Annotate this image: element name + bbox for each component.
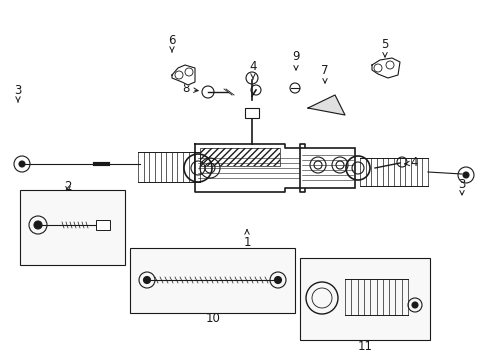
Circle shape xyxy=(34,221,42,229)
Text: 11: 11 xyxy=(357,339,372,352)
Circle shape xyxy=(462,172,468,178)
Text: 12: 12 xyxy=(380,271,411,298)
Text: 4: 4 xyxy=(249,60,256,79)
Text: 3: 3 xyxy=(14,84,21,102)
Circle shape xyxy=(143,276,150,284)
Text: 8: 8 xyxy=(182,81,189,94)
Bar xyxy=(244,108,259,118)
Bar xyxy=(200,148,280,166)
Bar xyxy=(130,248,294,313)
Text: 4: 4 xyxy=(404,157,417,170)
Text: 10: 10 xyxy=(205,311,220,324)
Bar xyxy=(299,258,429,340)
Text: 6: 6 xyxy=(168,33,175,52)
Circle shape xyxy=(411,302,417,308)
Circle shape xyxy=(19,161,25,167)
Polygon shape xyxy=(307,95,345,115)
Circle shape xyxy=(274,276,281,284)
Text: 9: 9 xyxy=(292,50,299,70)
Text: 1: 1 xyxy=(243,230,250,248)
Bar xyxy=(96,220,110,230)
Text: 2: 2 xyxy=(64,180,72,193)
Polygon shape xyxy=(195,144,305,192)
Bar xyxy=(299,148,354,188)
Bar xyxy=(200,148,280,166)
Polygon shape xyxy=(172,65,195,85)
Polygon shape xyxy=(371,58,399,78)
Bar xyxy=(20,190,125,265)
Text: 3: 3 xyxy=(457,177,465,195)
Text: 7: 7 xyxy=(321,63,328,83)
Text: 5: 5 xyxy=(381,37,388,57)
